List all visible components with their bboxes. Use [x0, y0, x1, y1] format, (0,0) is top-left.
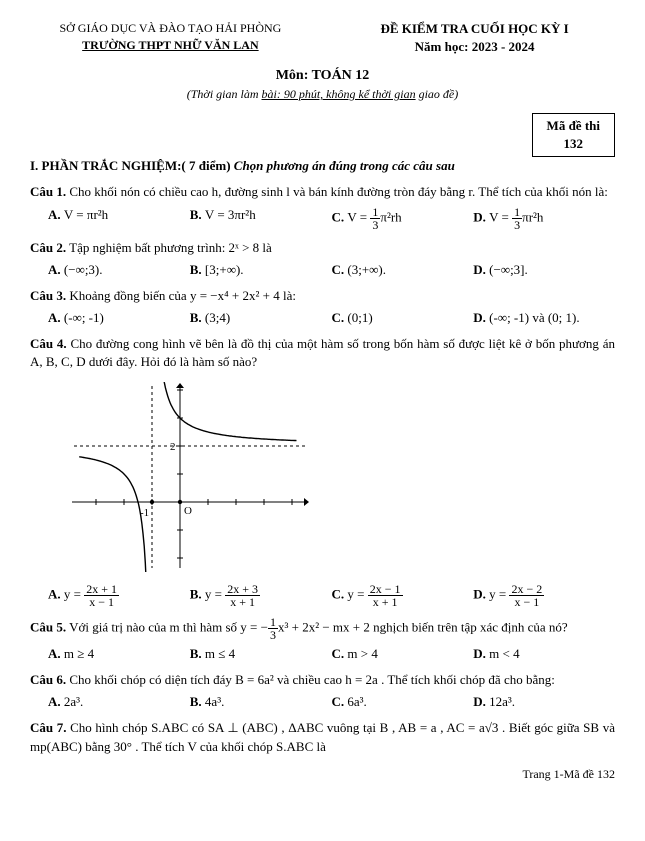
q4-opt-b: B. y = 2x + 3x + 1 — [190, 583, 332, 608]
q6-options: A. 2a³. B. 4a³. C. 6a³. D. 12a³. — [30, 693, 615, 711]
section-1-heading: I. PHẦN TRẮC NGHIỆM:( 7 điểm) Chọn phươn… — [30, 157, 615, 175]
header-left: SỞ GIÁO DỤC VÀ ĐÀO TẠO HẢI PHÒNG TRƯỜNG … — [30, 20, 311, 56]
q3-a-text: (-∞; -1) — [64, 310, 104, 325]
question-4: Câu 4. Cho đường cong hình vẽ bên là đồ … — [30, 335, 615, 371]
q2-opt-d: D. (−∞;3]. — [473, 261, 615, 279]
q6-opt-a: A. 2a³. — [48, 693, 190, 711]
time-prefix: (Thời gian làm — [187, 87, 262, 101]
q5-label: Câu 5. — [30, 619, 66, 634]
q4-graph: -1 O 2 — [70, 382, 615, 577]
q3-opt-b: B. (3;4) — [190, 309, 332, 327]
q3-opt-d: D. (-∞; -1) và (0; 1). — [473, 309, 615, 327]
time-mid: bài: 90 phút, không kể thời gian — [262, 87, 416, 101]
header-right: ĐỀ KIỂM TRA CUỐI HỌC KỲ I Năm học: 2023 … — [334, 20, 615, 56]
dept-line: SỞ GIÁO DỤC VÀ ĐÀO TẠO HẢI PHÒNG — [30, 20, 311, 37]
q2-opt-a: A. (−∞;3). — [48, 261, 190, 279]
q1-options: A. V = πr²h B. V = 3πr²h C. V = 13π²rh D… — [30, 206, 615, 231]
school-line: TRƯỜNG THPT NHỮ VĂN LAN — [30, 37, 311, 54]
svg-text:2: 2 — [170, 441, 176, 453]
question-2: Câu 2. Tập nghiệm bất phương trình: 2ˣ >… — [30, 239, 615, 279]
q3-options: A. (-∞; -1) B. (3;4) C. (0;1) D. (-∞; -1… — [30, 309, 615, 327]
q7-label: Câu 7. — [30, 720, 67, 735]
q6-label: Câu 6. — [30, 672, 66, 687]
q4-text: Cho đường cong hình vẽ bên là đồ thị của… — [30, 336, 615, 369]
q2-label: Câu 2. — [30, 240, 66, 255]
q4-svg: -1 O 2 — [70, 382, 310, 572]
q5-options: A. m ≥ 4 B. m ≤ 4 C. m > 4 D. m < 4 — [30, 645, 615, 663]
q3-text: Khoảng đồng biến của y = −x⁴ + 2x² + 4 l… — [66, 288, 296, 303]
q4-label: Câu 4. — [30, 336, 67, 351]
q3-d-text: (-∞; -1) và (0; 1). — [489, 310, 580, 325]
q1-d-pre: V = — [489, 209, 512, 224]
exam-page: SỞ GIÁO DỤC VÀ ĐÀO TẠO HẢI PHÒNG TRƯỜNG … — [0, 0, 645, 793]
school-name: TRƯỜNG THPT NHỮ VĂN LAN — [82, 38, 258, 52]
q3-opt-a: A. (-∞; -1) — [48, 309, 190, 327]
header: SỞ GIÁO DỤC VÀ ĐÀO TẠO HẢI PHÒNG TRƯỜNG … — [30, 20, 615, 56]
q2-d-text: (−∞;3]. — [489, 262, 528, 277]
q4-options: A. y = 2x + 1x − 1 B. y = 2x + 3x + 1 C.… — [30, 583, 615, 608]
section-head-text: I. PHẦN TRẮC NGHIỆM:( 7 điểm) — [30, 158, 234, 173]
q1-opt-b: B. V = 3πr²h — [190, 206, 332, 231]
q2-options: A. (−∞;3). B. [3;+∞). C. (3;+∞). D. (−∞;… — [30, 261, 615, 279]
q4-opt-a: A. y = 2x + 1x − 1 — [48, 583, 190, 608]
q6-opt-b: B. 4a³. — [190, 693, 332, 711]
q3-label: Câu 3. — [30, 288, 66, 303]
section-instruction: Chọn phương án đúng trong các câu sau — [234, 158, 455, 173]
q1-opt-d: D. V = 13πr²h — [473, 206, 615, 231]
exam-title: ĐỀ KIỂM TRA CUỐI HỌC KỲ I — [334, 20, 615, 38]
q4-opt-c: C. y = 2x − 1x + 1 — [332, 583, 474, 608]
q2-text: Tập nghiệm bất phương trình: 2ˣ > 8 là — [66, 240, 272, 255]
exam-code-box: Mã đề thi 132 — [532, 113, 615, 157]
question-1: Câu 1. Cho khối nón có chiều cao h, đườn… — [30, 183, 615, 230]
question-6: Câu 6. Cho khối chóp có diện tích đáy B … — [30, 671, 615, 711]
q6-text: Cho khối chóp có diện tích đáy B = 6a² v… — [66, 672, 555, 687]
q5-opt-a: A. m ≥ 4 — [48, 645, 190, 663]
subject-line: Môn: TOÁN 12 — [30, 66, 615, 86]
q1-text: Cho khối nón có chiều cao h, đường sinh … — [66, 184, 608, 199]
q5-opt-b: B. m ≤ 4 — [190, 645, 332, 663]
q4-opt-d: D. y = 2x − 2x − 1 — [473, 583, 615, 608]
school-year: Năm học: 2023 - 2024 — [334, 38, 615, 56]
title-block: Môn: TOÁN 12 (Thời gian làm bài: 90 phút… — [30, 66, 615, 102]
time-line: (Thời gian làm bài: 90 phút, không kể th… — [30, 86, 615, 103]
q1-label: Câu 1. — [30, 184, 66, 199]
exam-code: 132 — [547, 135, 600, 153]
q3-c-text: (0;1) — [347, 310, 372, 325]
q6-opt-c: C. 6a³. — [332, 693, 474, 711]
time-suffix: giao đề) — [416, 87, 459, 101]
page-footer: Trang 1-Mã đề 132 — [30, 766, 615, 783]
q3-opt-c: C. (0;1) — [332, 309, 474, 327]
q2-opt-b: B. [3;+∞). — [190, 261, 332, 279]
q2-c-text: (3;+∞). — [347, 262, 386, 277]
q1-a-text: V = πr²h — [64, 207, 108, 222]
svg-text:-1: -1 — [140, 507, 149, 519]
question-5: Câu 5. Với giá trị nào của m thì hàm số … — [30, 616, 615, 663]
exam-code-label: Mã đề thi — [547, 117, 600, 135]
q3-b-text: (3;4) — [205, 310, 230, 325]
q1-c-pre: V = — [347, 209, 370, 224]
q1-c-post: π²rh — [380, 209, 401, 224]
q5-text-post: nghịch biến trên tập xác định của nó? — [370, 619, 568, 634]
q1-opt-c: C. V = 13π²rh — [332, 206, 474, 231]
q1-opt-a: A. V = πr²h — [48, 206, 190, 231]
svg-text:O: O — [184, 505, 192, 517]
q1-b-text: V = 3πr²h — [205, 207, 256, 222]
q1-d-post: πr²h — [522, 209, 543, 224]
q2-b-text: [3;+∞). — [205, 262, 244, 277]
q5-opt-d: D. m < 4 — [473, 645, 615, 663]
q6-opt-d: D. 12a³. — [473, 693, 615, 711]
q5-opt-c: C. m > 4 — [332, 645, 474, 663]
question-3: Câu 3. Khoảng đồng biến của y = −x⁴ + 2x… — [30, 287, 615, 327]
q2-a-text: (−∞;3). — [64, 262, 103, 277]
q2-opt-c: C. (3;+∞). — [332, 261, 474, 279]
q5-text-pre: Với giá trị nào của m thì hàm số — [66, 619, 240, 634]
q7-text: Cho hình chóp S.ABC có SA ⊥ (ABC) , ΔABC… — [30, 720, 615, 753]
question-7: Câu 7. Cho hình chóp S.ABC có SA ⊥ (ABC)… — [30, 719, 615, 755]
